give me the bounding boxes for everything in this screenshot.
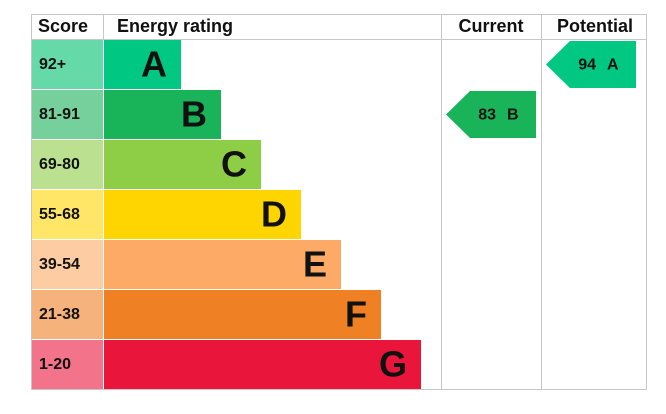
rating-bar (104, 340, 421, 389)
rating-letter: E (303, 244, 327, 285)
header-potential: Potential (557, 16, 633, 36)
score-cell (32, 290, 103, 339)
rating-bar (104, 190, 301, 239)
score-cell (32, 190, 103, 239)
score-cell (32, 90, 103, 139)
rating-bar (104, 290, 381, 339)
score-label: 1-20 (39, 356, 71, 373)
rating-letter: A (141, 44, 167, 85)
header-score: Score (38, 16, 88, 36)
score-label: 39-54 (39, 256, 80, 273)
score-label: 81-91 (39, 106, 80, 123)
rating-letter: B (181, 94, 207, 135)
score-label: 69-80 (39, 156, 80, 173)
rating-bar (104, 90, 221, 139)
score-label: 55-68 (39, 206, 80, 223)
score-cell (32, 140, 103, 189)
rating-bar (104, 40, 181, 89)
score-label: 92+ (39, 56, 66, 73)
rating-letter: D (261, 194, 287, 235)
arrow-letter: A (607, 57, 619, 74)
arrow-shape (546, 41, 636, 88)
arrow-shape (446, 91, 536, 138)
rating-bar (104, 240, 341, 289)
header-rating: Energy rating (117, 16, 233, 36)
score-cell (32, 40, 103, 89)
rating-letter: G (379, 344, 407, 385)
arrow-letter: B (507, 107, 519, 124)
header-current: Current (458, 16, 523, 36)
rating-bar (104, 140, 261, 189)
arrow-value: 83 (478, 107, 496, 124)
score-cell (32, 240, 103, 289)
score-cell (32, 340, 103, 389)
frame (31, 14, 647, 390)
score-label: 21-38 (39, 306, 80, 323)
potential-arrow: 94 A (546, 41, 636, 88)
rating-letter: C (221, 144, 247, 185)
current-arrow: 83 B (446, 91, 536, 138)
arrow-value: 94 (578, 57, 596, 74)
rating-letter: F (345, 294, 367, 335)
